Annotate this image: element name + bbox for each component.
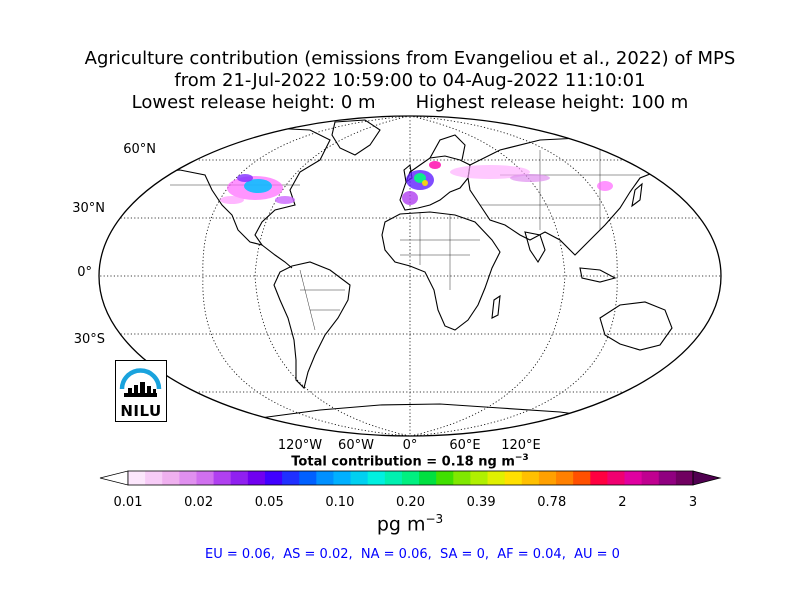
colorbar-swatch <box>607 471 626 485</box>
colorbar-tick-label: 3 <box>688 495 698 510</box>
lat-label-60n: 60°N <box>123 142 156 157</box>
units-base: pg m <box>376 513 426 536</box>
colorbar-swatch <box>350 471 369 485</box>
colorbar-swatch <box>436 471 454 485</box>
greenland-outline <box>331 119 381 156</box>
colorbar-swatch <box>470 471 489 485</box>
plume-asia-west <box>450 165 530 179</box>
scandinavia-outline <box>429 134 466 161</box>
lon-label-120e: 120°E <box>501 438 541 453</box>
map-title: Agriculture contribution (emissions from… <box>0 48 800 114</box>
plume-na-core <box>244 179 272 193</box>
colorbar-swatch <box>179 471 197 485</box>
colorbar-units: pg m−3 <box>300 512 520 535</box>
colorbar-swatch <box>264 471 283 485</box>
colorbar-swatch <box>196 471 215 485</box>
australia-outline <box>599 301 673 351</box>
nilu-logo-icon <box>119 368 162 397</box>
colorbar-swatch <box>299 471 317 485</box>
colorbar-swatch <box>282 471 300 485</box>
south-america-outline <box>273 261 351 390</box>
colorbar-swatch <box>128 471 146 485</box>
lat-label-equator: 0° <box>77 265 92 280</box>
colorbar-tick-label: 0.39 <box>466 495 496 510</box>
colorbar-tick-label: 0.20 <box>396 495 425 510</box>
indonesia-outline <box>579 267 617 283</box>
colorbar-tick-label: 2 <box>618 495 627 510</box>
plume-na-east <box>275 196 295 204</box>
colorbar-swatch <box>556 471 574 485</box>
africa-outline <box>381 211 501 331</box>
colorbar-swatch <box>213 471 232 485</box>
colorbar-swatch <box>230 471 249 485</box>
region-summary: EU = 0.06, AS = 0.02, NA = 0.06, SA = 0,… <box>205 547 620 562</box>
colorbar-swatch <box>590 471 608 485</box>
colorbar-tick-label: 0.10 <box>325 495 355 510</box>
colorbar-swatch <box>675 471 694 485</box>
plume-eu-core <box>414 173 426 183</box>
title-line-2: from 21-Jul-2022 10:59:00 to 04-Aug-2022… <box>174 70 646 91</box>
north-america-outline <box>129 127 331 246</box>
colorbar-tick-label: 0.05 <box>254 495 284 510</box>
concentration-plumes <box>220 161 613 205</box>
colorbar-extend-max <box>692 470 722 486</box>
total-contribution: Total contribution = 0.18 ng m−3 <box>200 453 620 469</box>
plume-eu-south <box>402 191 418 205</box>
colorbar-swatch <box>145 471 163 485</box>
india-outline <box>524 231 546 264</box>
colorbar-swatch <box>538 471 557 485</box>
colorbar-swatch <box>453 471 471 485</box>
colorbar-swatch <box>641 471 660 485</box>
madagascar-outline <box>491 294 501 319</box>
nilu-logo-text: NILU <box>120 402 162 420</box>
plume-eu-north <box>429 161 441 169</box>
colorbar <box>99 470 722 486</box>
lat-label-30n: 30°N <box>72 201 105 216</box>
colorbar-swatch <box>247 471 266 485</box>
plume-asia-east <box>597 181 613 191</box>
plume-na-west <box>220 196 244 204</box>
colorbar-swatch <box>658 471 677 485</box>
colorbar-swatch <box>333 471 352 485</box>
central-america-outline <box>261 244 293 269</box>
colorbar-swatch <box>316 471 334 485</box>
colorbar-swatch <box>487 471 506 485</box>
lon-label-60e: 60°E <box>449 438 481 453</box>
japan-outline <box>631 182 643 208</box>
colorbar-tick-label: 0.01 <box>113 495 143 510</box>
lon-label-0: 0° <box>402 438 418 453</box>
title-line-3: Lowest release height: 0 m Highest relea… <box>131 92 689 113</box>
colorbar-swatch <box>384 471 403 485</box>
colorbar-outline <box>127 470 694 486</box>
units-exponent: −3 <box>425 512 444 526</box>
colorbar-tick-label: 0.78 <box>537 495 567 510</box>
plume-na-mid <box>237 174 253 182</box>
colorbar-extend-min <box>99 470 129 486</box>
colorbar-swatch <box>521 471 540 485</box>
total-contribution-exponent: −3 <box>514 453 529 463</box>
lon-label-120w: 120°W <box>277 438 323 453</box>
title-line-1: Agriculture contribution (emissions from… <box>84 48 736 69</box>
total-contribution-text: Total contribution = 0.18 ng m <box>291 454 515 470</box>
colorbar-swatch <box>367 471 386 485</box>
colorbar-swatch <box>162 471 180 485</box>
colorbar-swatch <box>573 471 591 485</box>
nilu-logo: NILU <box>115 360 167 422</box>
colorbar-swatch <box>419 471 437 485</box>
colorbar-swatch <box>401 471 420 485</box>
colorbar-swatch <box>504 471 523 485</box>
colorbar-tick-label: 0.02 <box>184 495 214 510</box>
plume-eu-peak <box>422 180 428 186</box>
lat-label-30s: 30°S <box>73 332 105 347</box>
lon-label-60w: 60°W <box>338 438 374 453</box>
plume-asia-mid <box>510 174 550 182</box>
colorbar-swatch <box>624 471 643 485</box>
